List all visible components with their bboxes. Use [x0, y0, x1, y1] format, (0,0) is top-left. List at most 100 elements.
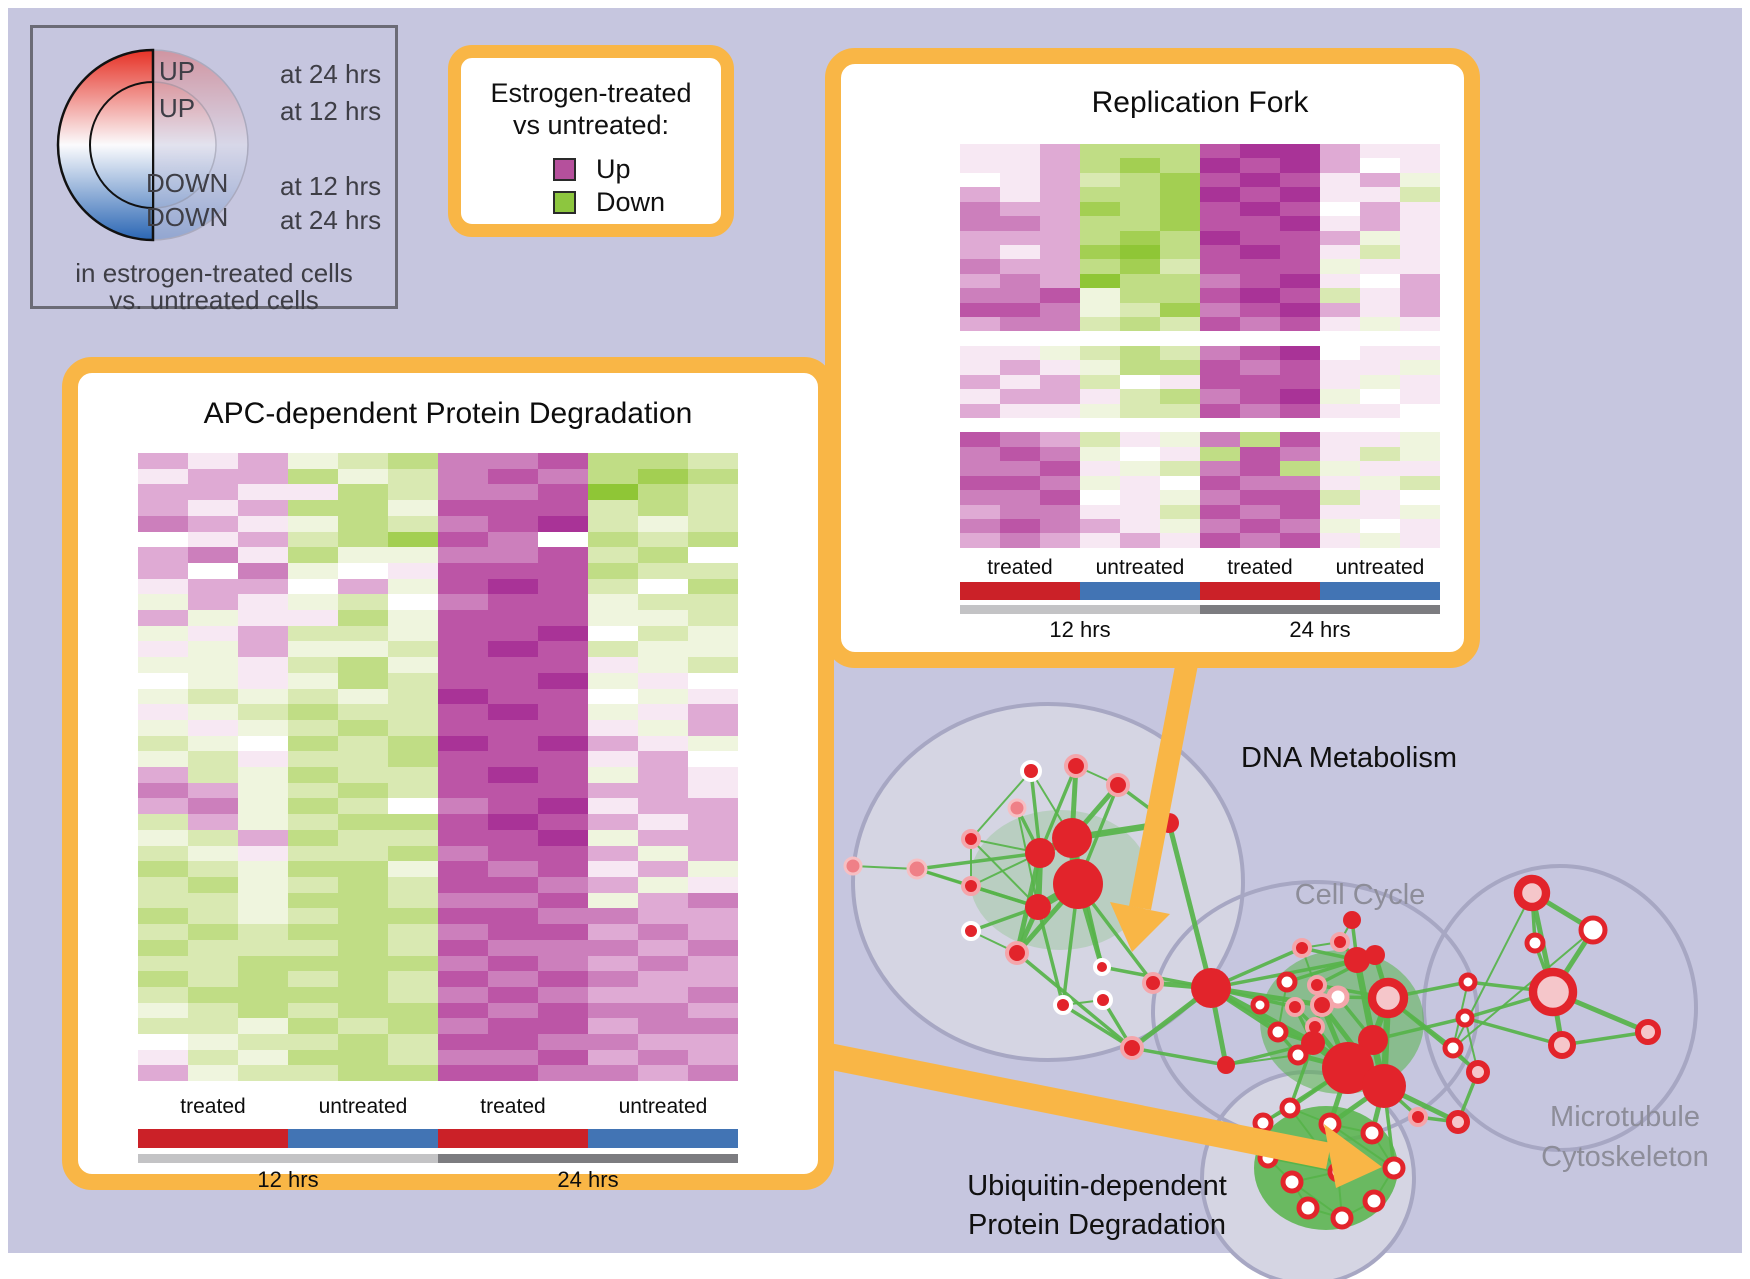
heatmap-cell: [388, 986, 438, 1003]
heatmap-cell: [388, 531, 438, 548]
heatmap-cell: [1320, 201, 1360, 217]
heatmap-cell: [638, 468, 688, 485]
heatmap-cell: [438, 876, 488, 893]
heatmap-cell: [388, 798, 438, 815]
heatmap-cell: [638, 735, 688, 752]
heatmap-cell: [188, 531, 238, 548]
heatmap-cell: [238, 704, 288, 720]
network-edge: [1267, 1157, 1339, 1173]
heatmap-cell: [1200, 518, 1240, 534]
microtubule-cluster: [1422, 864, 1698, 1152]
heatmap-cell: [1000, 345, 1040, 361]
heatmap-cell: [1400, 216, 1440, 231]
network-node-solid: [1191, 968, 1231, 1008]
heatmap-cell: [388, 562, 438, 579]
network-edge: [1561, 1030, 1649, 1047]
heatmap-row: [960, 244, 1440, 260]
heatmap-cell: [538, 782, 588, 799]
heatmap-cell: [538, 1034, 588, 1050]
heatmap-cell: [538, 876, 588, 893]
heatmap-cell: [1360, 331, 1400, 346]
heatmap-cell: [188, 892, 238, 909]
heatmap-cell: [488, 1002, 538, 1019]
heatmap-cell: [438, 939, 488, 956]
heatmap-cell: [1280, 461, 1320, 476]
heatmap-cell: [1160, 187, 1200, 202]
microtubule-label-line2: Cytoskeleton: [1541, 1141, 1709, 1173]
heatmap-row: [138, 704, 738, 720]
network-edge: [1038, 765, 1078, 854]
heatmap-cell: [1040, 345, 1080, 361]
heatmap-cell: [1080, 302, 1120, 318]
heatmap-cell: [338, 515, 388, 532]
heatmap-cell: [1240, 389, 1280, 404]
rf-time-labels: 12 hrs 24 hrs: [960, 617, 1440, 643]
heatmap-cell: [138, 1034, 188, 1050]
heatmap-row: [960, 201, 1440, 217]
heatmap-cell: [1080, 144, 1120, 159]
heatmap-cell: [1000, 244, 1040, 260]
heatmap-cell: [538, 845, 588, 862]
heatmap-cell: [1400, 490, 1440, 505]
heatmap-cell: [1160, 345, 1200, 361]
heatmap-cell: [1080, 288, 1120, 303]
heatmap-cell: [138, 892, 188, 909]
heatmap-cell: [488, 625, 538, 642]
heatmap-cell: [238, 1049, 288, 1066]
heatmap-cell: [338, 1018, 388, 1035]
heatmap-cell: [1120, 461, 1160, 476]
heatmap-cell: [1040, 504, 1080, 519]
network-node-ring: [1120, 1036, 1144, 1060]
heatmap-cell: [488, 562, 538, 579]
heatmap-cell: [960, 273, 1000, 289]
heatmap-cell: [438, 657, 488, 673]
heatmap-cell: [488, 641, 538, 658]
heatmap-cell: [688, 798, 738, 815]
heatmap-cell: [238, 531, 288, 548]
heatmap-cell: [188, 547, 238, 563]
heatmap-cell: [338, 657, 388, 673]
network-node-ring: [961, 876, 981, 896]
heatmap-cell: [488, 939, 538, 956]
heatmap-cell: [1240, 461, 1280, 476]
heatmap-cell: [688, 876, 738, 893]
apc-time-bar: [138, 1154, 738, 1163]
heatmap-row: [960, 418, 1440, 433]
heatmap-cell: [238, 861, 288, 877]
network-node-solid: [1052, 818, 1092, 858]
heatmap-cell: [1280, 432, 1320, 447]
heatmap-cell: [960, 244, 1000, 260]
heatmap-cell: [488, 861, 538, 877]
heatmap-cell: [688, 688, 738, 705]
network-node-halo: [961, 921, 981, 941]
heatmap-cell: [488, 578, 538, 595]
heatmap-cell: [238, 1018, 288, 1035]
heatmap-cell: [588, 625, 638, 642]
outer-circle-right-half: [152, 49, 249, 241]
heatmap-cell: [288, 782, 338, 799]
treated-bar: [138, 1129, 288, 1148]
heatmap-cell: [138, 625, 188, 642]
heatmap-cell: [1200, 144, 1240, 159]
heatmap-cell: [688, 986, 738, 1003]
replication-fork-panel: Replication Fork treated untreated treat…: [825, 48, 1480, 668]
heatmap-cell: [338, 798, 388, 815]
heatmap-cell: [538, 625, 588, 642]
heatmap-cell: [188, 672, 238, 689]
heatmap-cell: [538, 578, 588, 595]
heatmap-cell: [488, 876, 538, 893]
heatmap-cell: [188, 610, 238, 626]
treated-bar: [1200, 582, 1320, 600]
network-node-solid: [1301, 1031, 1325, 1055]
heatmap-cell: [1040, 533, 1080, 548]
heatmap-cell: [1160, 259, 1200, 274]
heatmap-cell: [638, 500, 688, 516]
network-node-donut: [1267, 1021, 1289, 1043]
apc-panel-title: APC-dependent Protein Degradation: [203, 397, 693, 430]
heatmap-cell: [1080, 518, 1120, 534]
heatmap-cell: [638, 704, 688, 720]
network-node-pink: [843, 856, 863, 876]
heatmap-cell: [1360, 172, 1400, 188]
heatmap-cell: [438, 562, 488, 579]
heatmap-cell: [638, 453, 688, 469]
